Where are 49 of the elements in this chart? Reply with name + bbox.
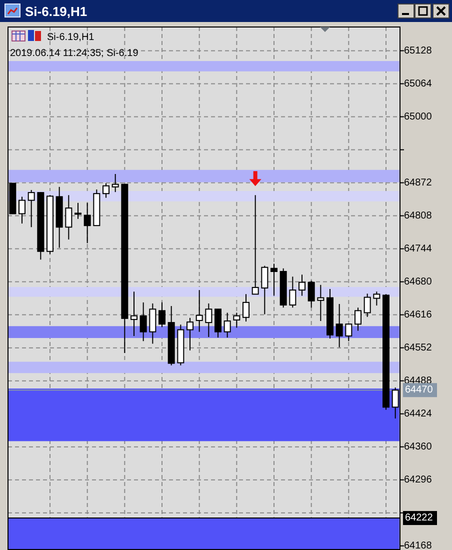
candlestick [364, 293, 371, 318]
candlestick [270, 263, 278, 296]
y-tick-label: 64808 [404, 210, 432, 222]
candlestick [242, 294, 250, 322]
candlestick [186, 317, 194, 351]
candlestick [214, 308, 222, 338]
chart-title: Si-6.19,H1 [25, 4, 88, 19]
y-tick-label: 64616 [404, 309, 432, 320]
annotation: 2019.06.14 11:24:35; Si-6.19 [10, 48, 139, 59]
annotation: Si-6.19,H1 [47, 32, 95, 43]
ref-line-label: 64222 [405, 512, 434, 524]
y-tick-label: 64680 [404, 276, 432, 288]
y-tick-label: 64872 [404, 177, 432, 188]
candlestick [308, 280, 315, 308]
candlestick [233, 312, 240, 328]
candlestick [373, 291, 380, 306]
y-tick-label: 64488 [404, 375, 432, 386]
candlestick [18, 196, 26, 224]
y-tick-label: 64424 [404, 408, 432, 420]
y-tick-label: 65064 [404, 78, 432, 90]
candlestick [102, 182, 110, 198]
candlestick [130, 291, 138, 336]
candlestick [112, 173, 119, 193]
ref-line-label: 64470 [405, 384, 434, 396]
candlestick [336, 303, 343, 348]
candlestick [205, 302, 212, 338]
candlestick [196, 290, 203, 332]
candlestick [84, 202, 91, 244]
candlestick [289, 276, 296, 308]
candlestick [252, 194, 259, 295]
candlestick [354, 307, 362, 332]
candlestick [28, 189, 35, 228]
candlestick [149, 302, 156, 344]
y-tick-label: 64168 [404, 540, 432, 550]
candlestick [298, 274, 306, 296]
y-tick-label: 64296 [404, 474, 432, 486]
y-tick-label: 64744 [404, 243, 432, 254]
y-tick-label: 64552 [404, 342, 432, 354]
y-tick-label: 64360 [404, 441, 432, 452]
candlestick [158, 302, 166, 328]
candlestick [74, 202, 82, 220]
candlestick [261, 265, 268, 315]
candlestick [345, 323, 352, 342]
candlestick [317, 284, 324, 322]
y-tick-label: 65000 [404, 111, 432, 122]
candlestick [224, 312, 231, 338]
y-tick-label: 65128 [404, 45, 432, 56]
candlestick [65, 194, 72, 240]
candlestick [140, 302, 147, 342]
